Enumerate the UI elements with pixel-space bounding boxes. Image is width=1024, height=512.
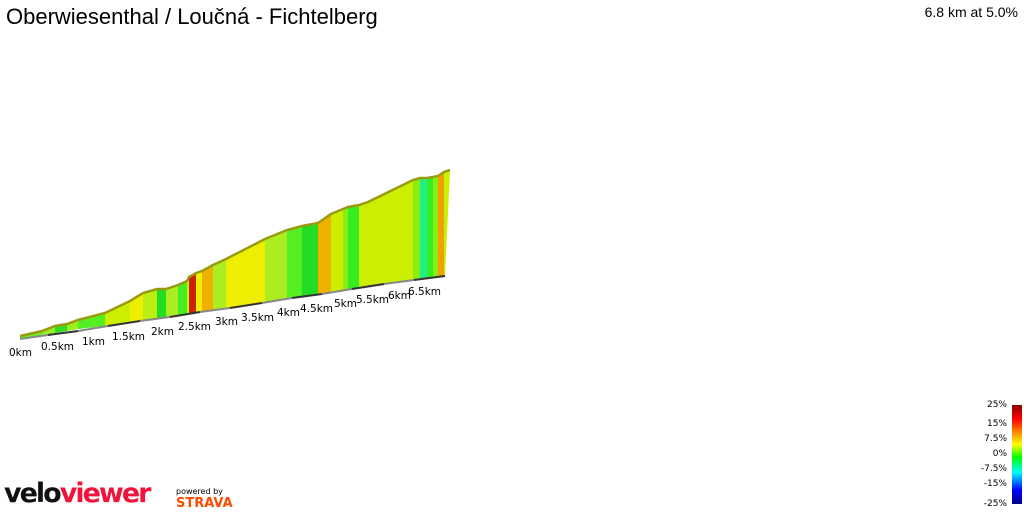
profile-top-edge [19,168,451,338]
x-tick-label: 2.5km [178,321,211,333]
legend-label: -15% [983,479,1007,489]
powered-by-text: powered by [176,487,223,496]
x-tick-label: 0km [9,347,32,359]
legend-label: 25% [986,400,1007,410]
x-tick-label: 0.5km [41,341,74,353]
x-tick-label: 4km [277,307,300,319]
x-tick-label: 3.5km [241,312,274,324]
gradient-color-legend: 25% 15% 7.5% 0% -7.5% -15% -25% [975,398,1024,510]
gradient-color-bar [1012,405,1022,504]
x-tick-label: 4.5km [300,303,333,315]
legend-label: -7.5% [980,464,1007,474]
legend-label: 7.5% [984,434,1007,444]
legend-label: 0% [992,449,1007,459]
logo-viewer: viewer [59,478,152,509]
logo-velo: velo [4,478,62,509]
climb-summary: 6.8 km at 5.0% [924,4,1018,20]
legend-label: -25% [983,499,1007,509]
x-tick-label: 6km [388,290,411,302]
x-axis-labels: 0km 0.5km 1km 1.5km 2km 2.5km 3km 3.5km … [9,286,441,359]
strava-logo: STRAVA [176,496,233,511]
x-tick-label: 1.5km [112,331,145,343]
x-tick-label: 6.5km [408,286,441,298]
x-tick-label: 2km [151,326,174,338]
x-tick-label: 3km [215,316,238,328]
x-tick-label: 5km [334,298,357,310]
page-title: Oberwiesenthal / Loučná - Fichtelberg [6,4,378,29]
legend-label: 15% [986,419,1007,429]
profile-baseline [19,275,446,340]
veloviewer-logo: veloviewer [4,478,152,509]
gradient-segments [20,170,450,339]
x-tick-label: 5.5km [356,294,389,306]
x-tick-label: 1km [82,336,105,348]
